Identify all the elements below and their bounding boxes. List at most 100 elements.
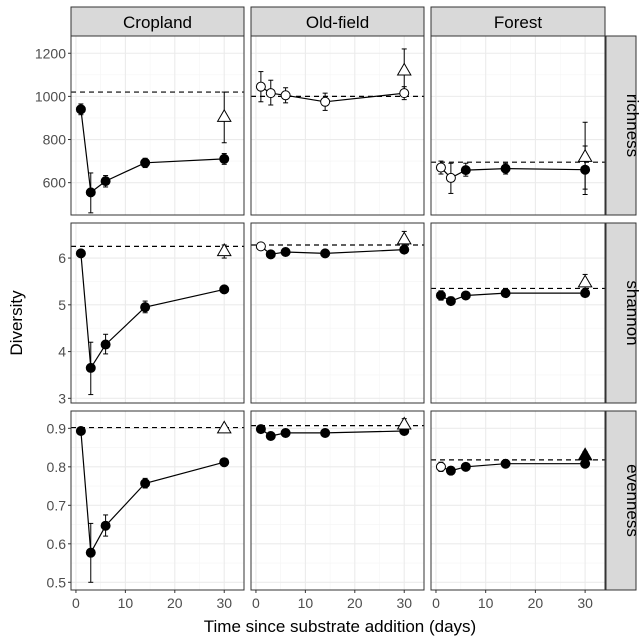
x-tick-label: 20 (167, 595, 183, 611)
data-point-filled (100, 520, 111, 531)
y-tick-label: 0.8 (47, 459, 67, 475)
data-point-open (399, 88, 410, 99)
panel-border (250, 35, 425, 216)
x-tick-label: 30 (577, 595, 593, 611)
x-tick-label: 0 (252, 595, 260, 611)
panel-border (70, 410, 245, 591)
data-point-filled (255, 424, 266, 435)
panel-shannon-forest (430, 222, 606, 404)
data-point-filled (320, 248, 331, 259)
panel-border (430, 410, 606, 591)
data-point-filled (280, 246, 291, 257)
y-tick-label: 3 (58, 390, 66, 406)
data-point-filled (580, 164, 591, 175)
triangle-point-open (396, 231, 412, 245)
panel-border (430, 222, 606, 404)
data-point-filled (500, 458, 511, 469)
facet-label-cropland: Cropland (123, 13, 192, 32)
data-point-filled (219, 457, 230, 468)
data-point-filled (100, 176, 111, 187)
data-point-open (265, 88, 276, 99)
data-point-open (280, 90, 291, 101)
panel-evenness-old-field (250, 410, 425, 591)
triangle-point-open (396, 62, 412, 76)
facet-strip-richness (605, 35, 637, 216)
data-point-open (435, 461, 446, 472)
facet-strip-old-field (250, 6, 425, 37)
triangle-point-open (577, 148, 593, 162)
panel-evenness-forest (430, 410, 606, 591)
facet-strip-evenness (605, 410, 637, 591)
x-tick-label: 10 (118, 595, 134, 611)
data-point-open (445, 172, 456, 183)
y-tick-label: 0.5 (47, 574, 67, 590)
data-point-filled (460, 290, 471, 301)
facet-label-shannon: shannon (623, 280, 642, 345)
series-line (80, 430, 225, 555)
series-line (80, 253, 225, 370)
data-point-filled (580, 288, 591, 299)
triangle-point-open (577, 274, 593, 288)
x-tick-label: 20 (528, 595, 544, 611)
data-point-filled (75, 426, 86, 437)
facet-strip-cropland (70, 6, 245, 37)
data-point-filled (445, 465, 456, 476)
data-point-filled (219, 284, 230, 295)
y-tick-label: 4 (58, 344, 66, 360)
data-point-open (255, 241, 266, 252)
data-point-filled (320, 427, 331, 438)
facet-label-evenness: evenness (623, 464, 642, 537)
y-tick-label: 600 (43, 175, 67, 191)
y-tick-label: 5 (58, 297, 66, 313)
data-point-filled (75, 104, 86, 115)
panel-evenness-cropland (70, 410, 245, 591)
y-tick-label: 6 (58, 250, 66, 266)
y-tick-label: 0.6 (47, 536, 67, 552)
data-point-open (320, 96, 331, 107)
y-tick-label: 0.9 (47, 420, 67, 436)
data-point-filled (85, 547, 96, 558)
x-tick-label: 0 (432, 595, 440, 611)
data-point-filled (435, 290, 446, 301)
data-point-filled (580, 458, 591, 469)
facet-strip-forest (430, 6, 606, 37)
y-axis-label: Diversity (7, 290, 26, 356)
facet-label-richness: richness (623, 94, 642, 157)
x-tick-label: 10 (478, 595, 494, 611)
data-point-filled (460, 461, 471, 472)
panel-richness-cropland (70, 35, 245, 216)
data-point-filled (399, 244, 410, 255)
x-tick-label: 30 (216, 595, 232, 611)
panel-border (250, 410, 425, 591)
data-point-filled (85, 362, 96, 373)
x-tick-label: 30 (396, 595, 412, 611)
x-tick-label: 0 (72, 595, 80, 611)
x-tick-label: 10 (298, 595, 314, 611)
data-point-filled (85, 187, 96, 198)
data-point-filled (460, 165, 471, 176)
panel-border (70, 222, 245, 404)
data-point-filled (445, 296, 456, 307)
y-tick-label: 0.7 (47, 497, 67, 513)
data-point-filled (219, 153, 230, 164)
panel-border (250, 222, 425, 404)
data-point-filled (265, 431, 276, 442)
data-point-filled (75, 248, 86, 259)
triangle-point-open (216, 243, 232, 257)
panel-richness-old-field (250, 35, 425, 216)
triangle-point-open (396, 416, 412, 430)
facet-label-old-field: Old-field (306, 13, 369, 32)
panel-richness-forest (430, 35, 606, 216)
data-point-filled (500, 163, 511, 174)
y-tick-label: 1200 (35, 45, 66, 61)
data-point-filled (140, 157, 151, 168)
y-tick-label: 800 (43, 132, 67, 148)
data-point-filled (280, 427, 291, 438)
facet-strip-shannon (605, 222, 637, 404)
triangle-point-open (216, 108, 232, 122)
data-point-filled (140, 302, 151, 313)
triangle-point-filled (577, 447, 593, 461)
y-tick-label: 1000 (35, 88, 66, 104)
x-axis-label: Time since substrate addition (days) (204, 617, 476, 636)
panel-shannon-cropland (70, 222, 245, 404)
